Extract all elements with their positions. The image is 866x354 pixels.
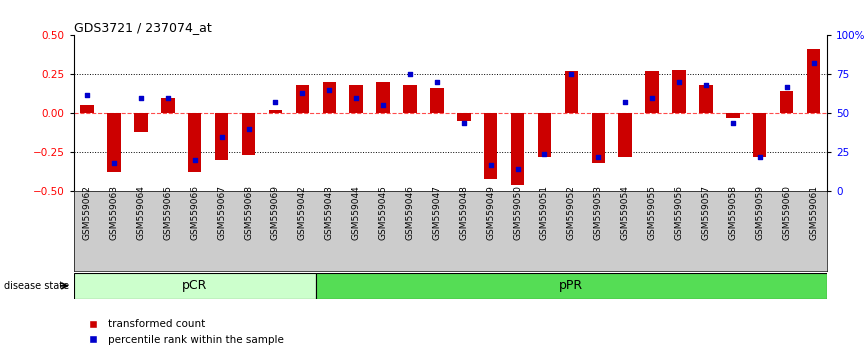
- Bar: [81, 105, 94, 113]
- Point: [322, 87, 336, 93]
- Bar: [242, 113, 255, 155]
- Text: pCR: pCR: [182, 279, 207, 292]
- Point: [806, 61, 820, 66]
- Bar: [215, 113, 229, 160]
- Point: [538, 151, 552, 156]
- Point: [376, 103, 390, 108]
- Bar: [591, 113, 605, 163]
- Point: [779, 84, 793, 90]
- Bar: [322, 82, 336, 113]
- Point: [215, 134, 229, 139]
- Bar: [672, 70, 686, 113]
- Bar: [565, 71, 578, 113]
- Bar: [780, 91, 793, 113]
- Point: [591, 154, 605, 160]
- Point: [511, 166, 525, 172]
- Text: GDS3721 / 237074_at: GDS3721 / 237074_at: [74, 21, 211, 34]
- Point: [672, 79, 686, 85]
- Bar: [188, 113, 202, 172]
- Bar: [753, 113, 766, 157]
- Bar: [645, 71, 659, 113]
- Point: [242, 126, 255, 132]
- Point: [430, 79, 443, 85]
- Bar: [618, 113, 632, 157]
- Point: [565, 72, 578, 77]
- Bar: [484, 113, 497, 179]
- Bar: [268, 110, 282, 113]
- Bar: [107, 113, 120, 172]
- Bar: [404, 85, 417, 113]
- Bar: [511, 113, 524, 185]
- Legend: transformed count, percentile rank within the sample: transformed count, percentile rank withi…: [79, 315, 288, 349]
- Bar: [295, 85, 309, 113]
- Bar: [74, 273, 316, 299]
- Bar: [457, 113, 470, 121]
- Point: [484, 162, 498, 167]
- Bar: [538, 113, 552, 157]
- Bar: [316, 273, 827, 299]
- Point: [134, 95, 148, 101]
- Bar: [726, 113, 740, 118]
- Point: [295, 90, 309, 96]
- Point: [107, 160, 121, 166]
- Point: [457, 120, 471, 125]
- Bar: [807, 50, 820, 113]
- Point: [161, 95, 175, 101]
- Point: [403, 72, 417, 77]
- Bar: [377, 82, 390, 113]
- Text: disease state: disease state: [4, 281, 69, 291]
- Bar: [430, 88, 443, 113]
- Bar: [161, 98, 175, 113]
- Point: [188, 157, 202, 163]
- Point: [268, 99, 282, 105]
- Bar: [699, 85, 713, 113]
- Point: [618, 99, 632, 105]
- Bar: [134, 113, 147, 132]
- Point: [699, 82, 713, 88]
- Point: [753, 154, 766, 160]
- Point: [645, 95, 659, 101]
- Bar: [349, 85, 363, 113]
- Point: [726, 120, 740, 125]
- Point: [81, 92, 94, 97]
- Text: pPR: pPR: [559, 279, 584, 292]
- Point: [349, 95, 363, 101]
